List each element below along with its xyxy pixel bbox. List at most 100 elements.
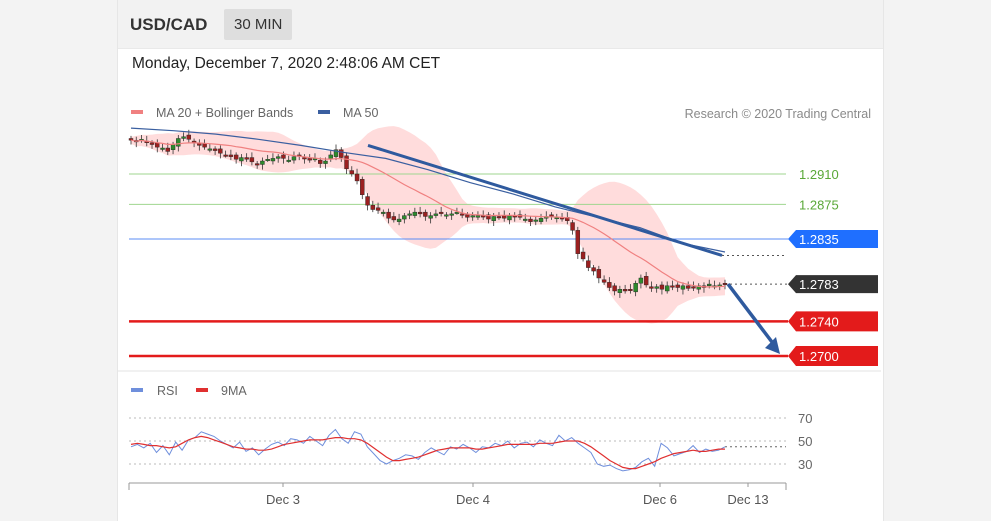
- candle-body: [633, 283, 638, 293]
- candle-body: [291, 156, 297, 161]
- support-label: 1.2740: [799, 314, 839, 329]
- ma20-line: [130, 139, 726, 288]
- candle-body: [344, 155, 349, 170]
- candle-body: [260, 160, 265, 165]
- candle-body: [402, 215, 407, 220]
- support-tag: [788, 311, 878, 332]
- candle-body: [528, 218, 533, 222]
- trendline: [367, 143, 723, 257]
- candle-body: [643, 276, 649, 286]
- candle-body: [675, 284, 680, 288]
- support-tag: [788, 346, 878, 366]
- candle-body: [691, 286, 696, 289]
- timeframe-button[interactable]: 30 MIN: [224, 9, 293, 40]
- candle-body: [707, 283, 712, 287]
- candle-body: [170, 144, 176, 150]
- candle-body: [354, 173, 360, 182]
- candle-body: [580, 251, 586, 260]
- candle-body: [360, 178, 365, 195]
- rsi-ma-legend-label: 9MA: [221, 384, 247, 398]
- candle-body: [428, 215, 433, 219]
- title-bar: USD/CAD 30 MIN: [118, 0, 883, 49]
- candle-body: [286, 159, 291, 162]
- projection-arrow-shaft: [726, 283, 777, 348]
- candle-body: [549, 214, 554, 217]
- candle-body: [433, 213, 439, 216]
- candle-body: [207, 148, 213, 151]
- bollinger-band-area: [131, 126, 725, 324]
- x-tick-label: Dec 13: [727, 492, 768, 507]
- candle-body: [617, 289, 623, 293]
- rsi-panel: 70 50 30: [129, 411, 812, 472]
- candle-body: [265, 159, 270, 161]
- rsi-ma-line: [130, 435, 725, 470]
- rsi-legend-swatch: [131, 388, 143, 392]
- candle-body: [612, 285, 617, 292]
- candle-body: [223, 154, 228, 157]
- x-tick-label: Dec 6: [643, 492, 677, 507]
- candle-body: [664, 285, 670, 292]
- last-price-label: 1.2783: [799, 277, 839, 292]
- candle-body: [486, 214, 491, 220]
- candle-body: [160, 147, 165, 150]
- candle-body: [407, 213, 412, 216]
- candle-body: [638, 277, 644, 284]
- timestamp: Monday, December 7, 2020 2:48:06 AM CET: [132, 55, 441, 72]
- candle-body: [722, 283, 728, 285]
- candle-body: [444, 214, 449, 217]
- ma50-legend-label: MA 50: [343, 106, 378, 120]
- candle-body: [649, 286, 654, 289]
- credit-text: Research © 2020 Trading Central: [685, 107, 871, 121]
- candle-body: [233, 154, 239, 160]
- candle-body: [459, 213, 465, 216]
- candle-body: [386, 211, 391, 219]
- candle-body: [575, 230, 581, 254]
- candle-body: [339, 149, 344, 158]
- chart-card: USD/CAD 30 MIN Monday, December 7, 2020 …: [117, 0, 884, 521]
- candle-body: [375, 207, 381, 211]
- candle-body: [396, 218, 402, 222]
- trend-annotations: [367, 143, 786, 354]
- pivot-tag: [788, 230, 878, 248]
- rsi-legend-label: RSI: [157, 384, 178, 398]
- candle-body: [533, 219, 538, 222]
- candle-body: [181, 136, 186, 139]
- x-tick-label: Dec 4: [456, 492, 490, 507]
- candle-body: [686, 285, 691, 289]
- candle-body: [449, 213, 454, 216]
- candle-body: [333, 149, 339, 157]
- candle-body: [270, 158, 276, 162]
- ma20-legend-label: MA 20 + Bollinger Bands: [156, 106, 293, 120]
- x-axis: Dec 3 Dec 4 Dec 6 Dec 13: [128, 482, 787, 507]
- candle-body: [165, 147, 170, 152]
- rsi-level-label: 30: [798, 457, 812, 472]
- candle-body: [538, 217, 544, 222]
- rsi-line: [130, 428, 726, 472]
- candle-body: [212, 148, 218, 151]
- candle-body: [391, 216, 397, 221]
- candle-body: [465, 214, 470, 218]
- resistance-label: 1.2875: [799, 197, 839, 212]
- candle-body: [176, 138, 181, 147]
- candle-body: [670, 285, 675, 288]
- pivot-label: 1.2835: [799, 232, 839, 247]
- candle-body: [470, 215, 475, 218]
- x-tick-label: Dec 3: [266, 492, 300, 507]
- projection-arrow-head: [765, 337, 780, 354]
- candle-body: [275, 156, 281, 159]
- candle-body: [412, 211, 418, 216]
- candle-body: [622, 289, 628, 292]
- candle-body: [186, 134, 192, 140]
- candle-body: [454, 211, 460, 214]
- level-labels: 1.2910 1.2875 1.2835 1.2783 1.2740 1.2700: [788, 167, 878, 366]
- candle-body: [318, 159, 323, 164]
- symbol-title: USD/CAD: [130, 15, 208, 34]
- candle-body: [680, 285, 686, 290]
- rsi-level-label: 50: [798, 434, 812, 449]
- candle-body: [438, 211, 444, 214]
- candle-body: [417, 211, 423, 215]
- candle-body: [523, 218, 528, 221]
- candle-body: [586, 260, 591, 268]
- ma50-legend-swatch: [318, 110, 330, 114]
